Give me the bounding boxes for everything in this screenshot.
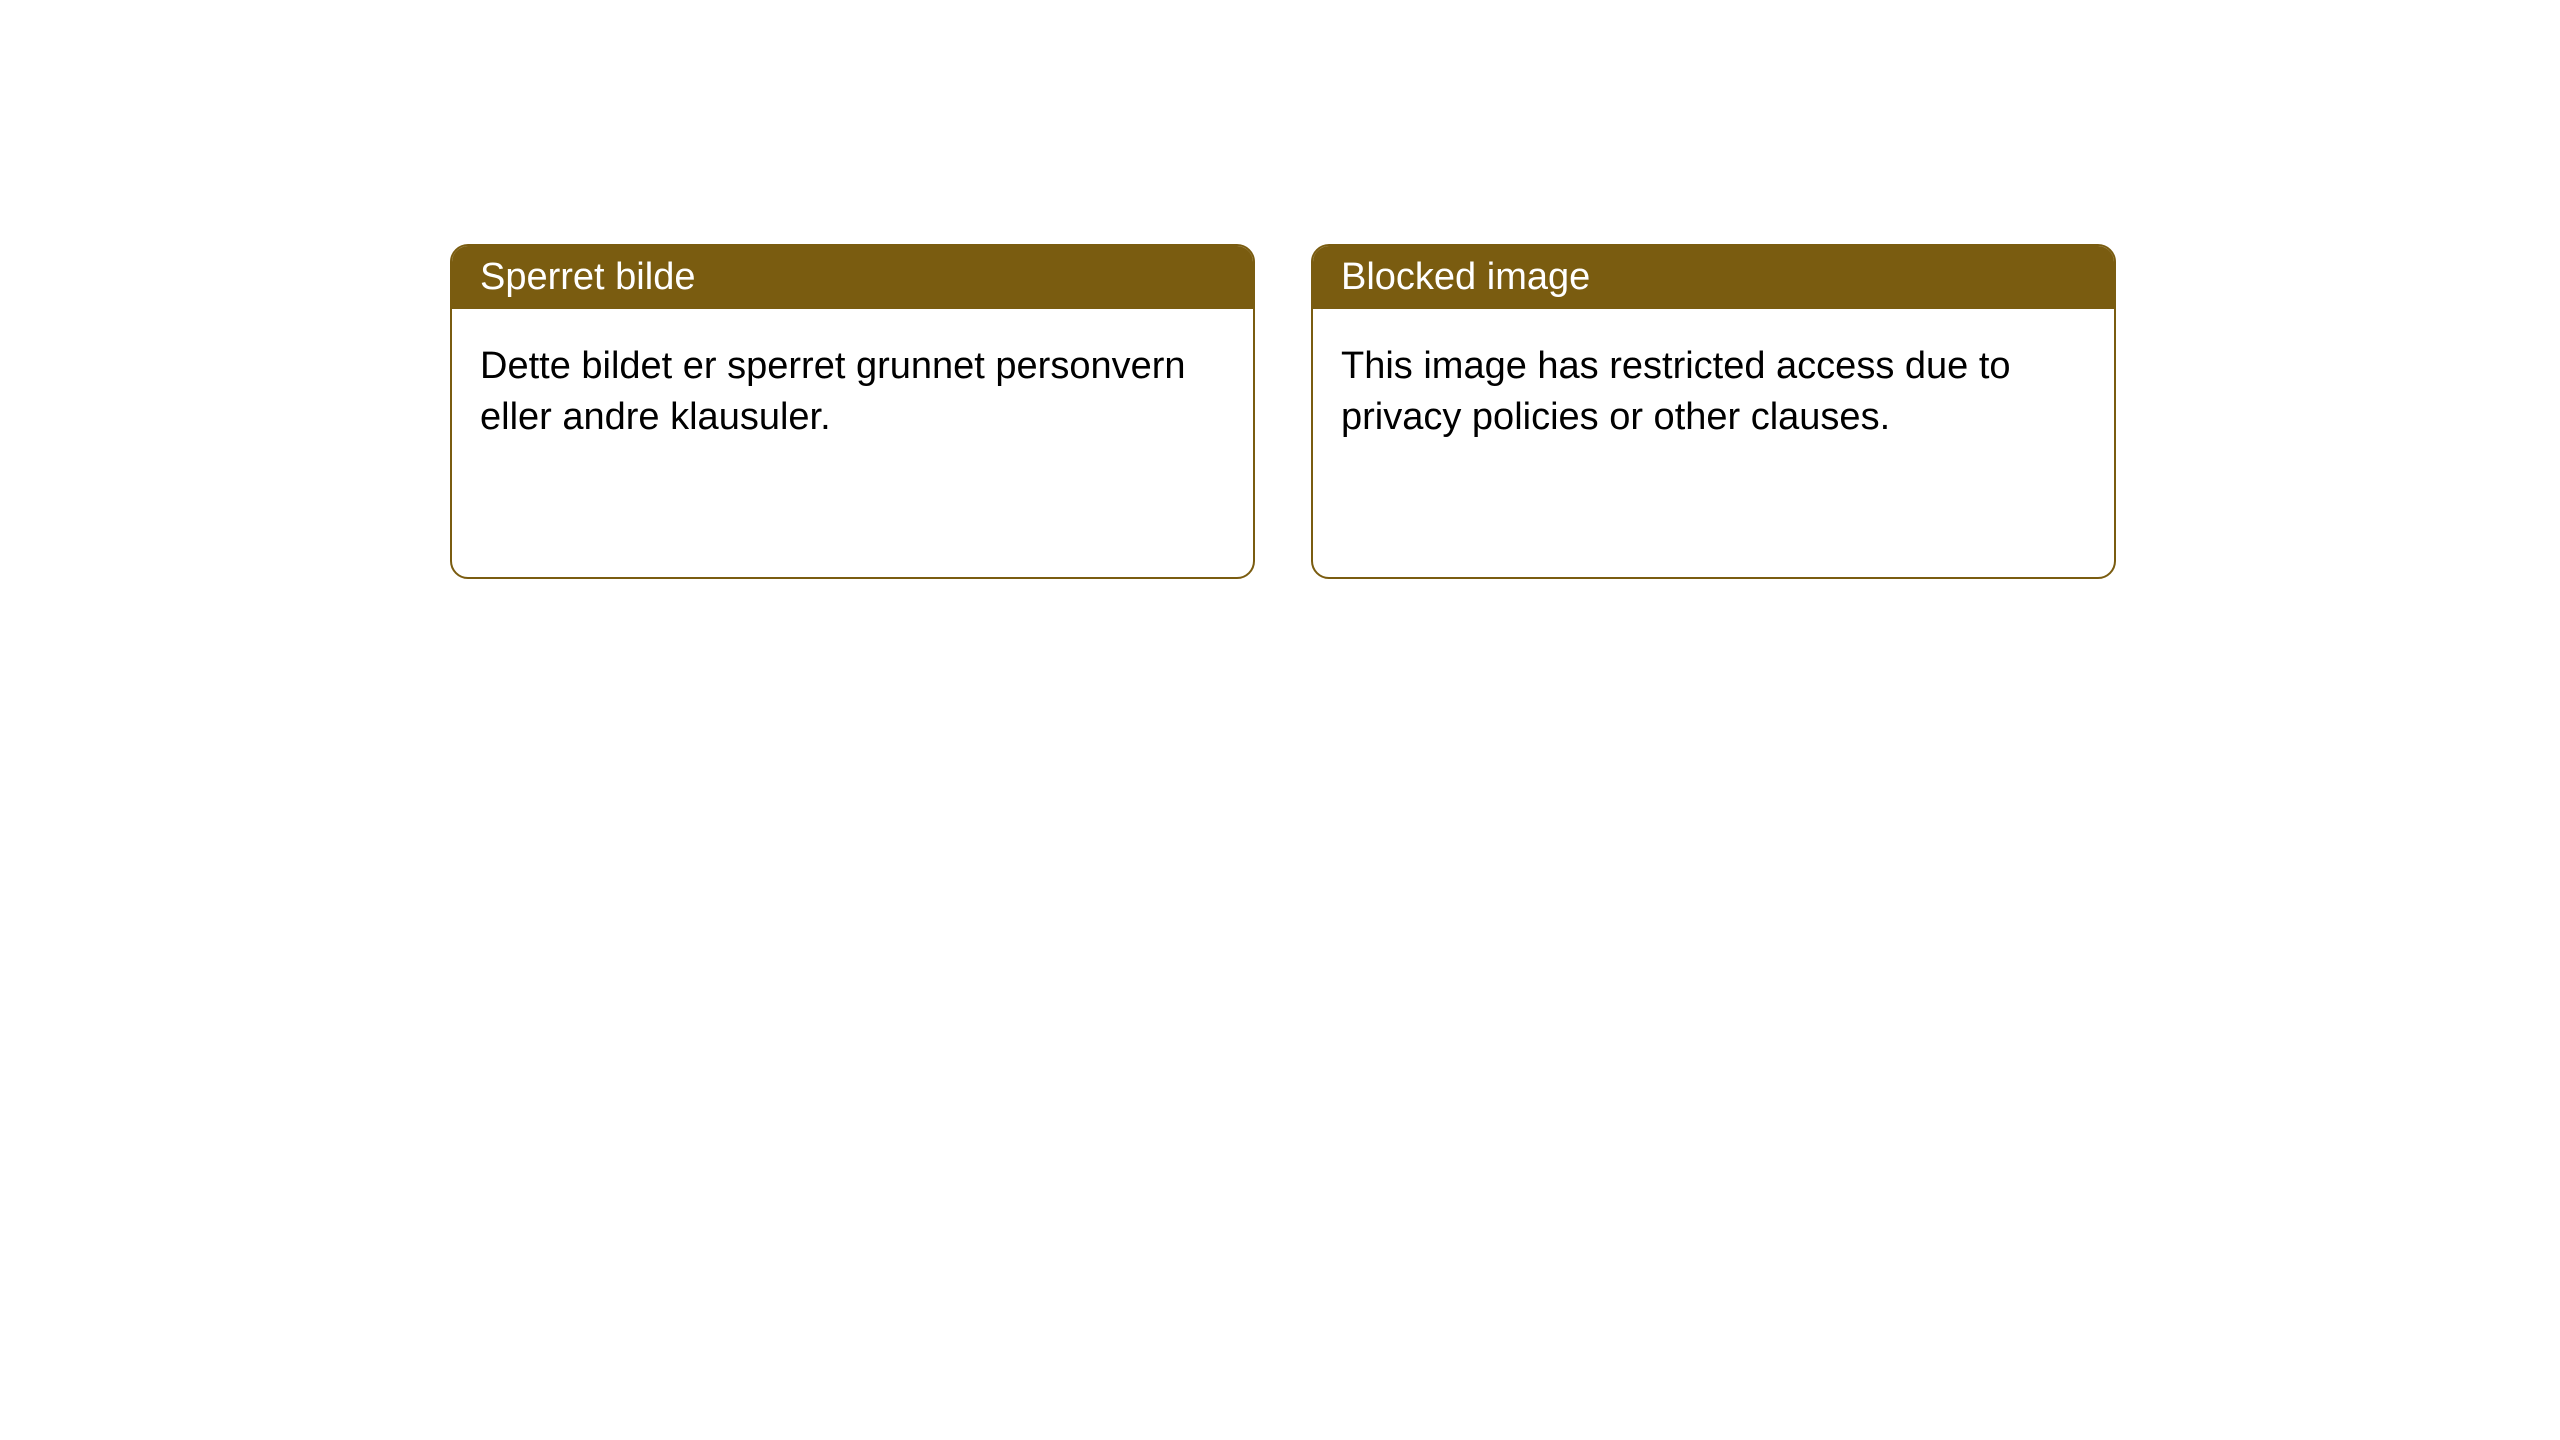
notice-card-en: Blocked image This image has restricted …: [1311, 244, 2116, 579]
notice-card-body-no: Dette bildet er sperret grunnet personve…: [452, 309, 1253, 476]
notice-card-header-en: Blocked image: [1313, 246, 2114, 309]
notice-card-header-no: Sperret bilde: [452, 246, 1253, 309]
notice-card-no: Sperret bilde Dette bildet er sperret gr…: [450, 244, 1255, 579]
notice-container: Sperret bilde Dette bildet er sperret gr…: [450, 244, 2116, 579]
notice-card-body-en: This image has restricted access due to …: [1313, 309, 2114, 476]
